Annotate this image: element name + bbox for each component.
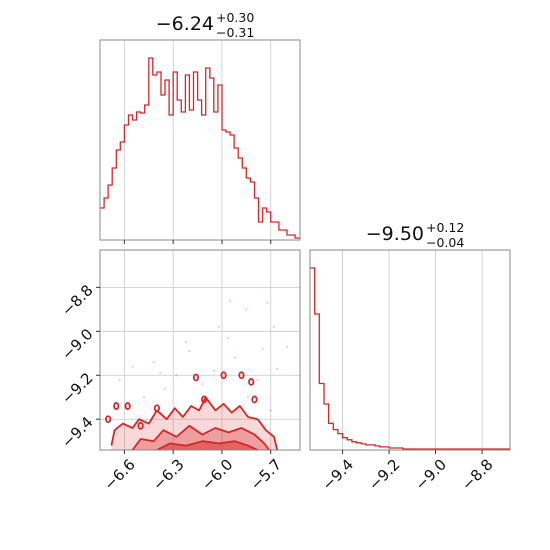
panel-2d-scatter-point-8 [131, 365, 134, 368]
panel-2d-ytick-label-0: −8.8 [58, 281, 96, 319]
panel-hist-y: −9.4 −9.2 −9.0 −8.8 −9.50 +0.12 −0.04 [309, 220, 511, 494]
panel-2d-xtick-label-3: −5.7 [247, 455, 285, 493]
panel-2d-scatter-point-15 [142, 396, 146, 399]
panel-2d: −6.6 −6.3 −6.0 −5.7 −8.8 −9.0 −9.2 −9.4 [58, 249, 301, 494]
panel-2d-contour-line-outer [110, 396, 279, 450]
panel-hist-x-frame [99, 39, 301, 241]
panel-hist-x-title-sup: +0.30 [216, 10, 254, 25]
panel-2d-scatter-point-0 [152, 360, 155, 364]
panel-2d-scatter-point-19 [185, 341, 188, 344]
panel-2d-ytick-label-2: −9.2 [58, 369, 96, 407]
panel-2d-contour-island-5 [200, 395, 208, 404]
panel-2d-scatter-point-4 [272, 325, 276, 329]
panel-2d-scatter-point-16 [266, 301, 269, 304]
panel-2d-contour-line-middle [131, 424, 270, 450]
panel-2d-scatter-point-6 [212, 369, 215, 372]
panel-2d-scatter-point-9 [233, 356, 237, 359]
panel-2d-scatter-point-5 [245, 308, 248, 311]
panel-2d-scatter-point-24 [159, 371, 162, 375]
panel-hist-y-xtick-label-0: −9.4 [319, 455, 357, 493]
panel-2d-contour-island-4 [192, 373, 200, 382]
panel-hist-x-title-sub: −0.31 [216, 25, 254, 40]
panel-2d-contour-island-6 [220, 371, 227, 380]
panel-2d-scatter-point-18 [217, 325, 220, 329]
panel-2d-scatter-point-1 [188, 349, 191, 353]
panel-2d-xtick-label-0: −6.6 [100, 455, 138, 493]
panel-2d-yticks: −8.8 −9.0 −9.2 −9.4 [58, 281, 100, 452]
panel-2d-xtick-label-2: −6.0 [198, 455, 236, 493]
panel-2d-scatter-point-7 [175, 374, 178, 377]
panel-hist-y-title-main: −9.50 [366, 223, 424, 245]
panel-2d-scatter-point-12 [201, 382, 204, 386]
panel-2d-contour-island-10 [137, 421, 144, 430]
panel-hist-y-xtick-label-1: −9.2 [365, 455, 403, 493]
panel-hist-x-title-main: −6.24 [156, 13, 214, 35]
panel-2d-contour-island-8 [248, 377, 255, 386]
panel-2d-xtick-label-1: −6.3 [149, 455, 187, 493]
panel-2d-xticks: −6.6 −6.3 −6.0 −5.7 [100, 450, 285, 494]
panel-2d-contour-island-7 [238, 371, 245, 380]
panel-2d-contour-island-0 [105, 415, 112, 424]
panel-2d-contour-fill-inner [156, 441, 258, 450]
panel-2d-scatter-point-13 [163, 387, 167, 390]
panel-2d-scatter-point-10 [285, 345, 289, 348]
panel-hist-y-xtick-label-2: −9.0 [412, 455, 450, 493]
panel-2d-scatter-point-21 [228, 299, 232, 302]
panel-2d-ytick-label-1: −9.0 [58, 325, 96, 363]
panel-2d-scatter-point-3 [261, 347, 264, 351]
panel-2d-scatter-point-22 [126, 404, 129, 408]
panel-2d-contour-fill-outer [111, 397, 278, 450]
panel-hist-x: −6.24 +0.30 −0.31 [99, 10, 301, 244]
panel-hist-y-title-sub: −0.04 [426, 235, 464, 250]
panel-2d-contour-island-1 [113, 402, 120, 410]
panel-2d-scatter [118, 299, 289, 412]
panel-hist-x-histogram [100, 57, 300, 239]
panel-hist-y-xtick-label-3: −8.8 [458, 455, 496, 493]
panel-2d-contents [105, 299, 289, 450]
panel-hist-y-histogram [310, 267, 510, 450]
panel-2d-scatter-point-20 [276, 367, 279, 370]
panel-2d-markers [105, 371, 258, 430]
panel-2d-scatter-point-11 [256, 378, 259, 381]
panel-2d-scatter-point-17 [246, 396, 250, 399]
panel-2d-scatter-point-23 [269, 409, 272, 412]
panel-hist-y-frame [309, 249, 511, 451]
panel-2d-frame [99, 249, 301, 451]
panel-hist-y-grid [342, 250, 483, 450]
panel-2d-scatter-point-14 [118, 378, 121, 381]
panel-hist-y-ticks: −9.4 −9.2 −9.0 −8.8 [319, 450, 497, 494]
panel-2d-scatter-point-2 [227, 336, 230, 340]
panel-2d-contour-island-2 [124, 402, 131, 410]
panel-hist-x-ticks [123, 240, 272, 244]
panel-2d-contour-island-9 [251, 395, 258, 404]
panel-2d-contour-island-3 [153, 404, 161, 413]
panel-2d-ytick-label-3: −9.4 [58, 413, 96, 451]
panel-2d-contour-line-inner [156, 440, 259, 450]
panel-2d-grid [100, 250, 300, 450]
panel-2d-contour-lines [110, 396, 279, 450]
panel-hist-x-grid [123, 40, 272, 240]
panel-hist-y-title-sup: +0.12 [426, 220, 464, 235]
